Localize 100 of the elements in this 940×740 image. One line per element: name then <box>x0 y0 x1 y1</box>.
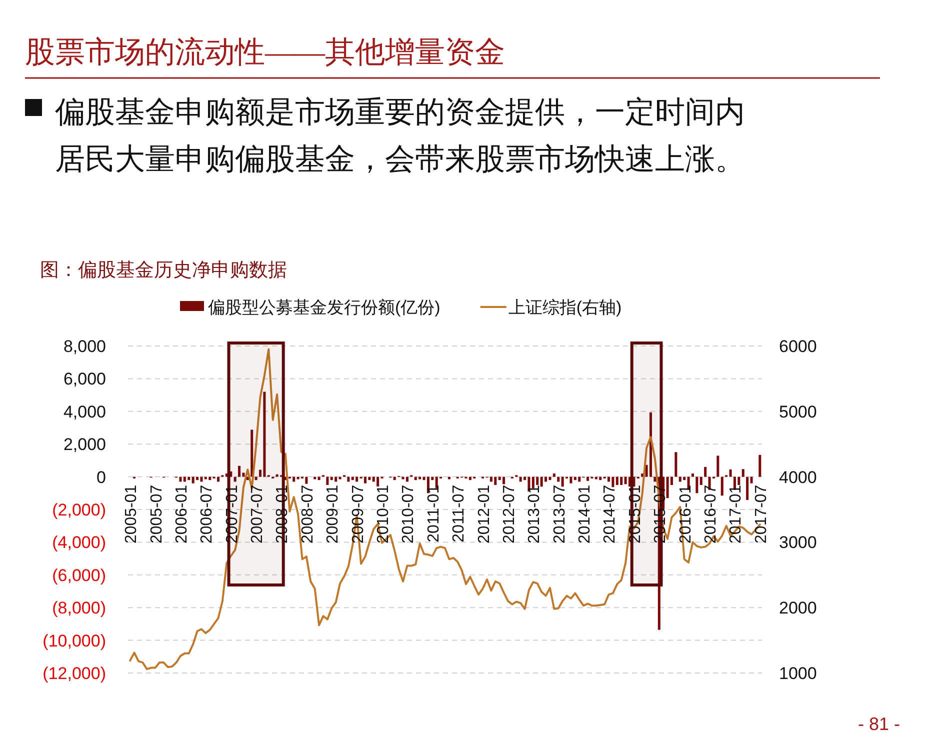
bar <box>494 476 497 485</box>
bar <box>234 476 236 482</box>
bar <box>448 476 450 480</box>
bar <box>225 474 228 477</box>
y-tick-label: 0 <box>96 468 106 487</box>
bar <box>200 476 203 482</box>
bar <box>616 476 618 485</box>
bar <box>351 476 354 480</box>
bar <box>292 476 296 482</box>
bar <box>406 476 408 482</box>
bar <box>254 476 258 480</box>
x-tick-label: 2015-01 <box>626 484 644 544</box>
bar <box>334 476 338 482</box>
bar <box>674 452 678 477</box>
bar <box>502 476 506 484</box>
bar <box>742 469 744 477</box>
y-tick-label: 8,000 <box>63 337 106 356</box>
bar <box>188 476 190 480</box>
bar <box>192 476 194 484</box>
y-tick-label: (12,000) <box>42 664 106 683</box>
bar <box>183 476 186 482</box>
x-tick-label: 2014-01 <box>576 484 594 544</box>
text: - 81 - <box>858 714 900 734</box>
x-tick-label: 2006-07 <box>198 484 216 544</box>
y-tick-label: (8,000) <box>52 598 106 618</box>
bar <box>238 466 241 477</box>
bar <box>548 476 552 480</box>
bar <box>594 476 598 480</box>
bar <box>490 476 492 482</box>
bar <box>314 476 316 480</box>
x-tick-label: 2015-07 <box>652 484 670 544</box>
bar <box>720 476 724 496</box>
bar <box>612 476 614 488</box>
bar <box>217 476 220 482</box>
x-tick-label: 2007-01 <box>224 484 241 544</box>
bar <box>683 476 686 480</box>
bar <box>276 474 278 477</box>
chart-subtitle: 偏股基金申购额是市场重要的资金提供，一定时间内居民大量申购偏股基金，会带来股票市场快速上涨。 <box>55 96 745 176</box>
bar <box>204 476 207 480</box>
x-tick-label: 2012-01 <box>476 484 493 544</box>
y2-tick-label: 6000 <box>779 337 817 356</box>
y2-tick-label: 4000 <box>779 468 817 487</box>
x-tick-label: 2012-07 <box>500 484 518 544</box>
legend-label: 上证综指(右轴) <box>508 298 622 317</box>
x-tick-label: 2011-01 <box>425 484 442 542</box>
bar <box>557 476 560 482</box>
bar <box>654 476 656 482</box>
y-tick-label: 4,000 <box>63 402 106 422</box>
bar <box>570 476 572 484</box>
bar <box>536 476 539 485</box>
x-tick-label: 2010-01 <box>375 484 392 544</box>
bar <box>586 476 590 481</box>
x-tick-label: 2008-01 <box>274 484 292 544</box>
x-tick-label: 2011-07 <box>450 484 468 542</box>
x-tick-label: 2007-07 <box>249 484 266 544</box>
bar <box>624 476 627 484</box>
bar <box>561 476 564 487</box>
x-tick-label: 2013-01 <box>526 484 544 544</box>
bar <box>696 476 698 494</box>
x-tick-label: 2013-07 <box>551 484 568 544</box>
bar <box>318 476 320 480</box>
x-tick-label: 2016-01 <box>677 484 694 544</box>
bar <box>263 392 266 477</box>
bar <box>364 476 366 484</box>
text: 图：偏股基金历史净申购数据 <box>40 260 287 281</box>
bar <box>305 476 308 484</box>
bar <box>196 476 199 480</box>
bar <box>330 476 333 480</box>
bar <box>338 476 342 480</box>
bar <box>376 476 380 486</box>
x-tick-label: 2016-07 <box>702 484 720 544</box>
y-tick-label: (10,000) <box>42 631 106 650</box>
bar <box>716 456 720 477</box>
bar <box>402 476 404 480</box>
bar <box>368 476 371 480</box>
x-tick-label: 2005-07 <box>148 484 166 544</box>
bar <box>296 476 300 480</box>
bar <box>326 476 329 485</box>
x-tick-label: 2008-07 <box>299 484 316 544</box>
bar <box>574 476 576 480</box>
bar <box>250 430 254 477</box>
bar <box>632 476 636 487</box>
bar <box>700 476 702 485</box>
bar <box>678 476 682 482</box>
y-tick-label: (6,000) <box>52 566 106 585</box>
x-tick-label: 2017-07 <box>752 484 770 544</box>
bar <box>758 454 762 477</box>
y-tick-label: (4,000) <box>52 533 106 552</box>
bar <box>691 474 694 477</box>
bar <box>729 469 732 477</box>
bar <box>179 476 182 482</box>
bar <box>468 476 472 480</box>
bar <box>418 476 422 480</box>
x-tick-label: 2010-07 <box>400 484 418 544</box>
bar <box>578 476 581 482</box>
x-tick-label: 2009-01 <box>324 484 342 544</box>
bar <box>628 476 631 487</box>
bar <box>519 476 522 482</box>
y2-tick-label: 2000 <box>779 598 817 618</box>
x-tick-label: 2014-07 <box>602 484 619 544</box>
